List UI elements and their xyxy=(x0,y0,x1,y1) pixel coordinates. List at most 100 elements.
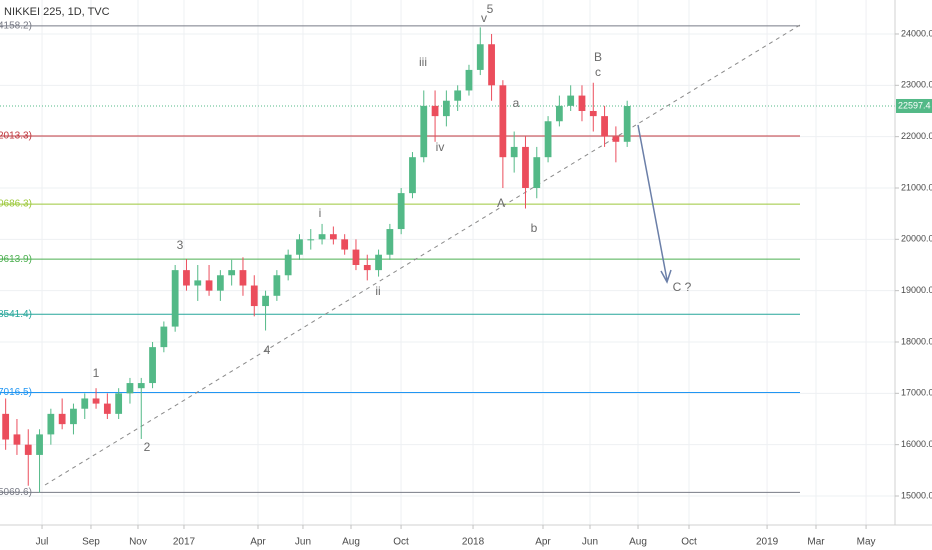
candle-body xyxy=(194,280,202,286)
fib-level-label: 0686.3) xyxy=(0,199,32,210)
x-tick-label: Apr xyxy=(250,537,266,548)
candle-body xyxy=(363,264,371,271)
candle-body xyxy=(544,121,552,158)
candle-body xyxy=(307,239,315,241)
candle-body xyxy=(115,393,123,414)
trend-line xyxy=(44,24,801,486)
candle-body xyxy=(70,408,77,425)
candle-body xyxy=(160,326,168,348)
candle-body xyxy=(103,403,111,414)
candle-body xyxy=(623,105,631,142)
candle-body xyxy=(420,105,428,158)
x-tick-label: Jun xyxy=(582,537,598,548)
wave-label: 3 xyxy=(177,238,184,252)
candle-body xyxy=(352,249,360,265)
candle-body xyxy=(465,69,473,91)
candle-body xyxy=(81,398,89,409)
x-tick-label: Jun xyxy=(295,537,311,548)
candle-body xyxy=(329,234,337,240)
candle-body xyxy=(510,146,518,158)
x-tick-label: Aug xyxy=(629,537,647,548)
y-tick-label: 20000.0 xyxy=(901,234,932,244)
candle-body xyxy=(262,295,269,307)
price-axis-bg xyxy=(895,0,932,550)
y-tick-label: 21000.0 xyxy=(901,182,932,192)
fib-level-label: 9613.9) xyxy=(0,254,32,265)
x-tick-label: Sep xyxy=(82,537,100,548)
candle-body xyxy=(488,44,495,86)
wave-label: b xyxy=(531,221,538,235)
candle-body xyxy=(409,157,416,194)
candle-body xyxy=(499,85,507,158)
wave-label: B xyxy=(594,50,602,64)
wave-label: 1 xyxy=(93,366,100,380)
chart-title: NIKKEI 225, 1D, TVC xyxy=(4,6,110,18)
candle-body xyxy=(2,413,10,440)
candle-body xyxy=(149,347,156,384)
y-tick-label: 17000.0 xyxy=(901,388,932,398)
candle-body xyxy=(47,413,55,435)
candle-body xyxy=(171,270,179,327)
wave-label: i xyxy=(319,206,322,220)
candle-body xyxy=(522,146,529,188)
candle-body xyxy=(555,105,563,122)
wave-labels: 5 v iii iv 3 i ii 4 1 2 a A b B c C ? xyxy=(93,2,692,454)
y-tick-label: 16000.0 xyxy=(901,439,932,449)
candle-body xyxy=(454,90,462,101)
candle-body xyxy=(58,413,66,425)
last-price-label: 22597.4 xyxy=(898,100,931,110)
fib-level-label: 2013.3) xyxy=(0,131,32,142)
candle-body xyxy=(601,116,608,137)
candle-body xyxy=(284,254,292,276)
x-tick-label: Oct xyxy=(681,537,697,548)
candles xyxy=(2,27,631,493)
candle-body xyxy=(375,254,382,271)
candle-body xyxy=(228,270,236,276)
candle-body xyxy=(589,110,597,117)
fib-level-label: 7016.5) xyxy=(0,387,32,398)
wave-label: iii xyxy=(419,55,427,69)
fib-level-label: 4158.2) xyxy=(0,21,32,32)
candle-body xyxy=(205,280,213,291)
candle-body xyxy=(36,434,43,455)
candle-body xyxy=(137,383,145,389)
arrow-head xyxy=(660,269,672,284)
candle-body xyxy=(476,44,484,70)
candle-body xyxy=(216,275,224,291)
y-tick-label: 19000.0 xyxy=(901,285,932,295)
candle-body xyxy=(126,383,134,394)
candle-body xyxy=(341,239,349,250)
candle-body xyxy=(296,239,303,255)
wave-label: 2 xyxy=(144,440,151,454)
wave-label: A xyxy=(497,196,505,210)
x-tick-label: May xyxy=(857,537,876,548)
wave-label: C ? xyxy=(673,280,692,294)
wave-label: c xyxy=(595,65,601,79)
y-tick-label: 15000.0 xyxy=(901,490,932,500)
x-tick-label: 2019 xyxy=(756,537,779,548)
y-tick-label: 24000.0 xyxy=(901,28,932,38)
x-tick-label: Jul xyxy=(36,537,49,548)
candle-body xyxy=(273,275,281,296)
x-tick-label: Apr xyxy=(535,537,551,548)
wave-label: 4 xyxy=(264,343,271,357)
x-tick-label: Oct xyxy=(393,537,409,548)
candle-body xyxy=(386,229,394,255)
candle-body xyxy=(533,157,541,188)
axes: 15000.0 16000.0 17000.0 18000.0 19000.0 20000… xyxy=(36,28,932,548)
x-tick-label: Aug xyxy=(342,537,360,548)
candle-body xyxy=(92,398,100,404)
y-tick-label: 23000.0 xyxy=(901,80,932,90)
candle-body xyxy=(24,444,32,455)
x-tick-label: 2017 xyxy=(173,537,196,548)
projection-arrow xyxy=(637,124,668,281)
candle-body xyxy=(612,136,620,142)
wave-label: 5 xyxy=(487,2,494,16)
candle-body xyxy=(250,285,258,307)
y-tick-label: 22000.0 xyxy=(901,131,932,141)
candle-body xyxy=(13,434,21,445)
fib-level-label: 5069.6) xyxy=(0,487,32,498)
wave-label: a xyxy=(513,96,520,110)
